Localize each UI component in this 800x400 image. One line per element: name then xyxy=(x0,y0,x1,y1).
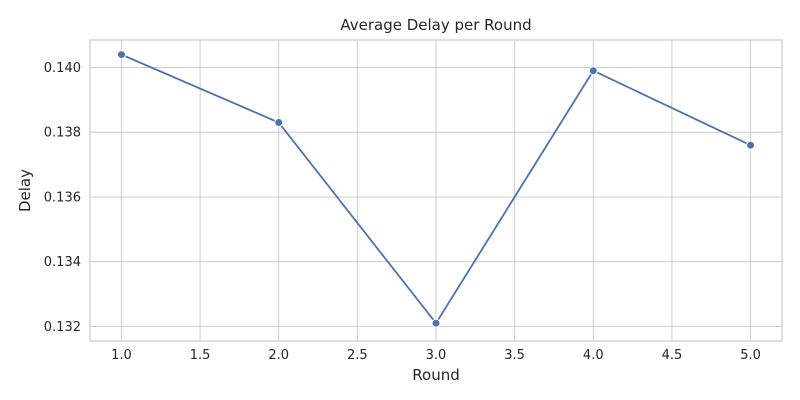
y-tick-label: 0.140 xyxy=(44,61,81,76)
y-tick-labels: 0.132 0.134 0.136 0.138 0.140 xyxy=(44,61,81,335)
x-tick-label: 4.0 xyxy=(583,348,604,363)
data-point xyxy=(746,140,756,150)
data-point xyxy=(431,318,441,328)
y-tick-label: 0.132 xyxy=(44,320,81,335)
plot-area-frame xyxy=(89,39,783,342)
data-point xyxy=(116,50,126,60)
data-point xyxy=(588,66,598,76)
x-axis-label: Round xyxy=(412,366,459,384)
y-axis-label: Delay xyxy=(16,169,34,212)
x-tick-label: 3.0 xyxy=(426,348,447,363)
x-tick-label: 1.5 xyxy=(190,348,211,363)
x-tick-labels: 1.0 1.5 2.0 2.5 3.0 3.5 4.0 4.5 5.0 xyxy=(111,348,761,363)
data-point xyxy=(274,118,284,128)
x-tick-label: 1.0 xyxy=(111,348,132,363)
chart-title: Average Delay per Round xyxy=(340,16,531,34)
y-tick-label: 0.134 xyxy=(44,255,81,270)
x-tick-label: 4.5 xyxy=(662,348,683,363)
x-tick-label: 5.0 xyxy=(740,348,761,363)
grid-lines xyxy=(90,40,782,341)
y-tick-label: 0.138 xyxy=(44,126,81,141)
y-tick-label: 0.136 xyxy=(44,190,81,205)
series-layer xyxy=(116,50,756,328)
x-tick-label: 3.5 xyxy=(504,348,525,363)
x-tick-label: 2.0 xyxy=(268,348,289,363)
x-tick-label: 2.5 xyxy=(347,348,368,363)
